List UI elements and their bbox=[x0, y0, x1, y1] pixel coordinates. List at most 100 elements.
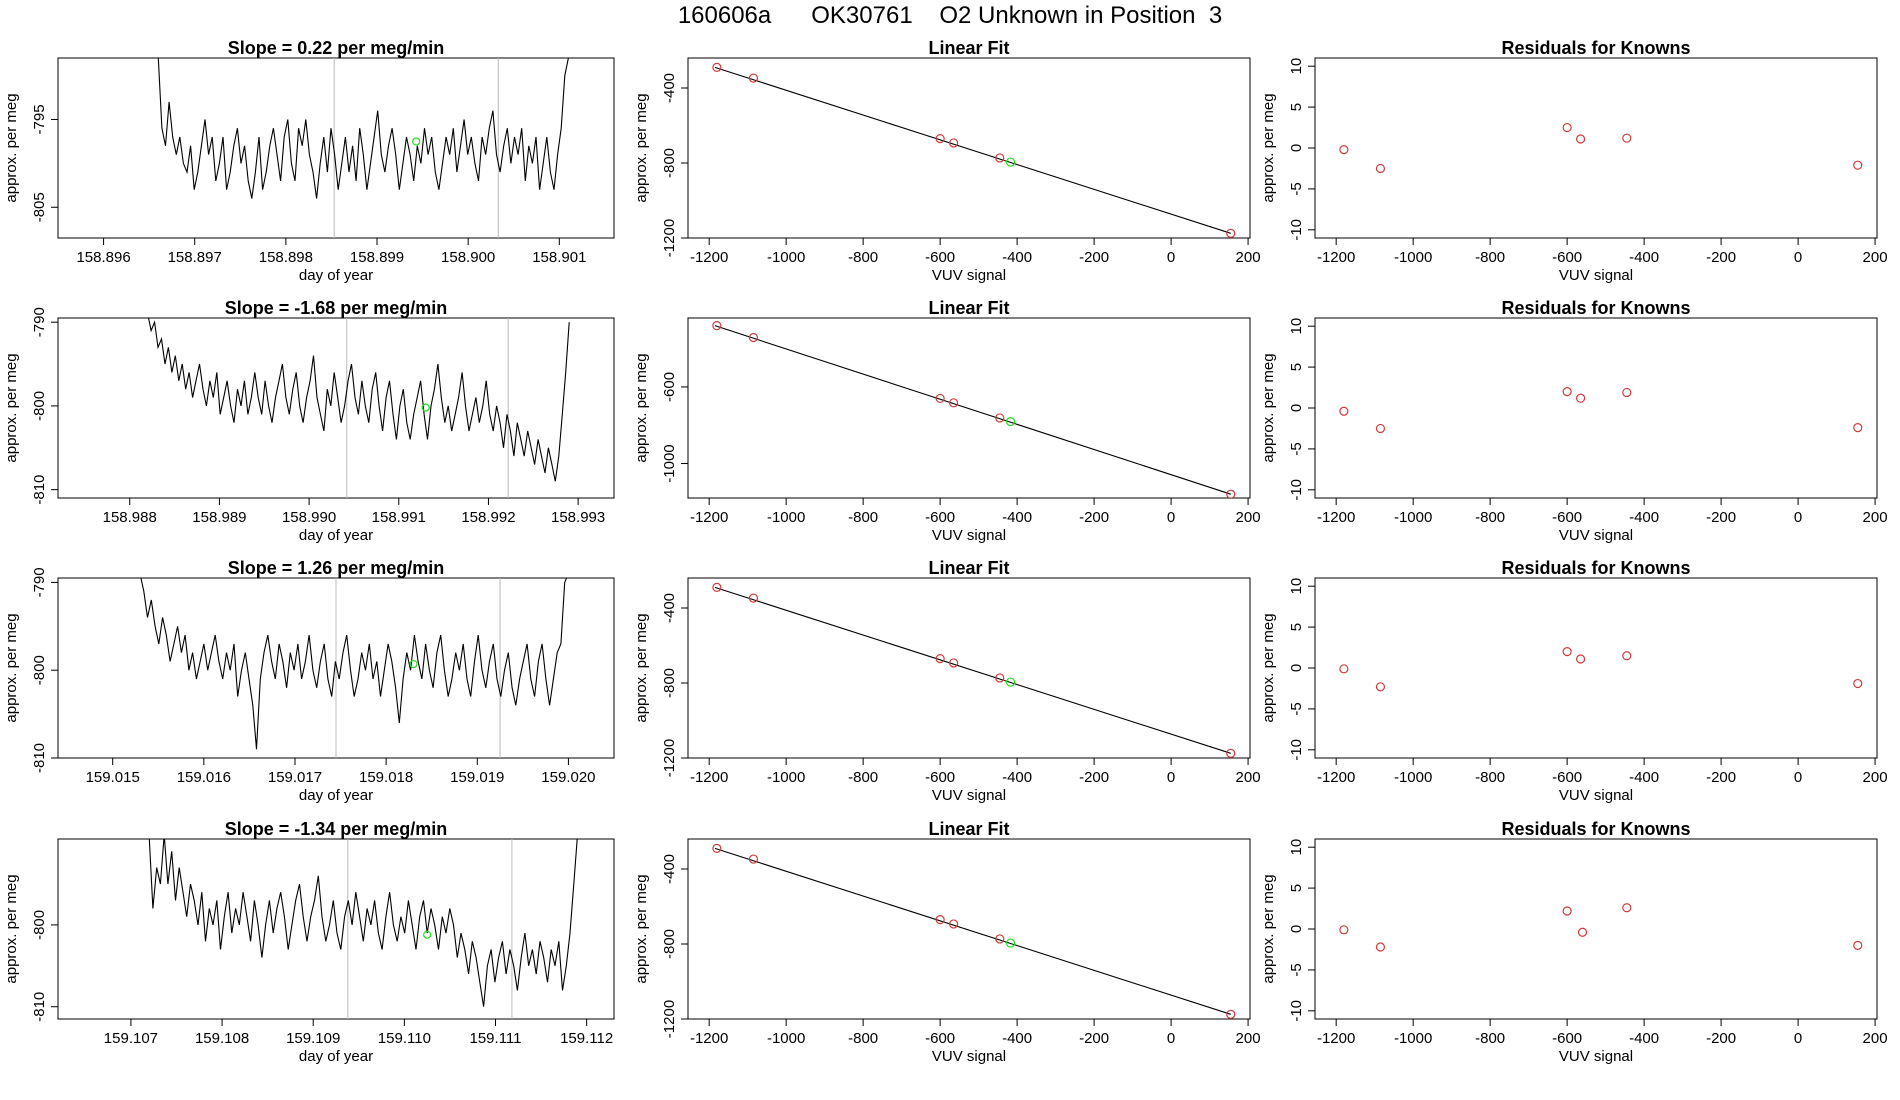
known-point bbox=[935, 134, 945, 144]
known-point bbox=[949, 919, 959, 929]
fit-line bbox=[714, 847, 1231, 1015]
x-tick-label: -1000 bbox=[767, 1030, 805, 1047]
residual-point bbox=[1577, 927, 1588, 937]
x-axis-label: VUV signal bbox=[1559, 1048, 1633, 1065]
x-tick-label: -800 bbox=[848, 1030, 878, 1047]
x-tick-label: -200 bbox=[1079, 1030, 1109, 1047]
y-tick-label: -1200 bbox=[661, 739, 678, 777]
chart-title: Slope = -1.68 per meg/min bbox=[225, 298, 448, 318]
x-tick-label: 200 bbox=[1236, 1030, 1261, 1047]
y-tick-label: -400 bbox=[661, 593, 678, 623]
chart-title: Linear Fit bbox=[928, 819, 1009, 839]
x-tick-label: -400 bbox=[1002, 769, 1032, 786]
residual-point bbox=[1562, 647, 1572, 657]
unknown-point bbox=[1005, 938, 1016, 948]
x-tick-label: -400 bbox=[1629, 249, 1659, 266]
y-tick-label: -810 bbox=[31, 475, 48, 505]
plot-frame bbox=[1314, 317, 1878, 499]
residual-point bbox=[1339, 406, 1349, 416]
y-tick-label: -810 bbox=[31, 743, 48, 773]
x-tick-label: 0 bbox=[1167, 769, 1175, 786]
residual-point bbox=[1339, 925, 1349, 935]
known-point bbox=[748, 854, 759, 864]
fit-line bbox=[714, 325, 1231, 495]
y-tick-label: -800 bbox=[31, 910, 48, 940]
unknown-point bbox=[1005, 677, 1016, 687]
plot-area bbox=[1339, 387, 1863, 434]
y-tick-label: 5 bbox=[1288, 623, 1305, 631]
x-axis-label: VUV signal bbox=[932, 787, 1006, 804]
plot-frame bbox=[57, 317, 615, 499]
known-point bbox=[748, 73, 759, 83]
chart-title: Residuals for Knowns bbox=[1501, 38, 1690, 58]
y-axis-label: approx. per meg bbox=[3, 874, 20, 983]
x-tick-label: 158.989 bbox=[192, 509, 246, 526]
x-tick-label: 159.108 bbox=[195, 1030, 249, 1047]
x-tick-label: 158.988 bbox=[103, 509, 157, 526]
x-tick-label: -1000 bbox=[1394, 1030, 1432, 1047]
y-tick-label: -600 bbox=[661, 372, 678, 402]
known-point bbox=[1226, 1009, 1236, 1019]
x-tick-label: 0 bbox=[1794, 1030, 1802, 1047]
linear-fit-panel-row-0: Linear Fit -1200 -1000 -800 -600 -400 -200 0 200… bbox=[633, 38, 1261, 284]
y-tick-label: 10 bbox=[1288, 318, 1305, 335]
x-tick-label: -800 bbox=[848, 249, 878, 266]
chart-title: Residuals for Knowns bbox=[1501, 819, 1690, 839]
x-axis-label: VUV signal bbox=[932, 1048, 1006, 1065]
x-tick-label: 158.991 bbox=[372, 509, 426, 526]
x-tick-label: 200 bbox=[1863, 769, 1888, 786]
plot-frame bbox=[687, 838, 1251, 1020]
y-axis-label: approx. per meg bbox=[633, 874, 650, 983]
x-axis-label: VUV signal bbox=[932, 267, 1006, 284]
plot-frame bbox=[57, 838, 615, 1020]
known-point bbox=[748, 332, 759, 343]
known-point bbox=[935, 915, 945, 925]
x-tick-label: -800 bbox=[848, 769, 878, 786]
residual-point bbox=[1622, 133, 1632, 143]
page-title: 160606a OK30761 O2 Unknown in Position 3 bbox=[677, 2, 1223, 29]
x-tick-label: 159.112 bbox=[560, 1030, 613, 1047]
x-tick-label: -400 bbox=[1002, 1030, 1032, 1047]
x-tick-label: 158.992 bbox=[461, 509, 515, 526]
plot-frame bbox=[1314, 57, 1878, 239]
known-point bbox=[995, 673, 1005, 683]
linear-fit-panel-row-2: Linear Fit -1200 -1000 -800 -600 -400 -200 0 200… bbox=[633, 558, 1261, 804]
x-tick-label: 200 bbox=[1863, 509, 1888, 526]
plot-area bbox=[1339, 122, 1863, 174]
x-tick-label: -600 bbox=[925, 1030, 955, 1047]
y-axis-label: approx. per meg bbox=[1260, 613, 1277, 722]
y-tick-label: -5 bbox=[1288, 182, 1305, 195]
x-tick-label: 200 bbox=[1236, 509, 1261, 526]
known-point bbox=[712, 582, 722, 592]
y-axis-label: approx. per meg bbox=[633, 353, 650, 462]
chart-title: Linear Fit bbox=[928, 298, 1009, 318]
chart-title: Slope = 0.22 per meg/min bbox=[228, 38, 445, 58]
residuals-panel-row-2: Residuals for Knowns-1200 -1000 -800 -600 -4… bbox=[1260, 558, 1888, 804]
x-tick-label: -1200 bbox=[1317, 509, 1355, 526]
y-tick-label: -400 bbox=[661, 73, 678, 103]
x-tick-label: 200 bbox=[1863, 1030, 1888, 1047]
y-axis-label: approx. per meg bbox=[633, 93, 650, 202]
x-tick-label: -400 bbox=[1002, 249, 1032, 266]
x-tick-label: -1000 bbox=[767, 769, 805, 786]
x-tick-label: -1200 bbox=[690, 509, 728, 526]
y-tick-label: -805 bbox=[31, 192, 48, 222]
residual-point bbox=[1622, 651, 1632, 661]
unknown-point bbox=[1005, 416, 1016, 427]
residual-point bbox=[1622, 387, 1632, 398]
y-axis-label: approx. per meg bbox=[1260, 353, 1277, 462]
x-tick-label: -400 bbox=[1629, 769, 1659, 786]
chart-title: Residuals for Knowns bbox=[1501, 298, 1690, 318]
x-tick-label: 158.990 bbox=[282, 509, 336, 526]
chart-title: Linear Fit bbox=[928, 558, 1009, 578]
x-tick-label: -200 bbox=[1079, 509, 1109, 526]
known-point bbox=[712, 843, 722, 853]
unknown-point bbox=[409, 659, 418, 669]
x-tick-label: -1200 bbox=[1317, 249, 1355, 266]
time-series-panel-row-2: Slope = 1.26 per meg/min 159.015 159.016 15… bbox=[3, 558, 615, 804]
linear-fit-panel-row-3: Linear Fit -1200 -1000 -800 -600 -400 -200 0 200… bbox=[633, 819, 1261, 1065]
known-point bbox=[995, 413, 1005, 423]
residual-point bbox=[1853, 678, 1863, 689]
y-tick-label: -10 bbox=[1288, 739, 1305, 761]
